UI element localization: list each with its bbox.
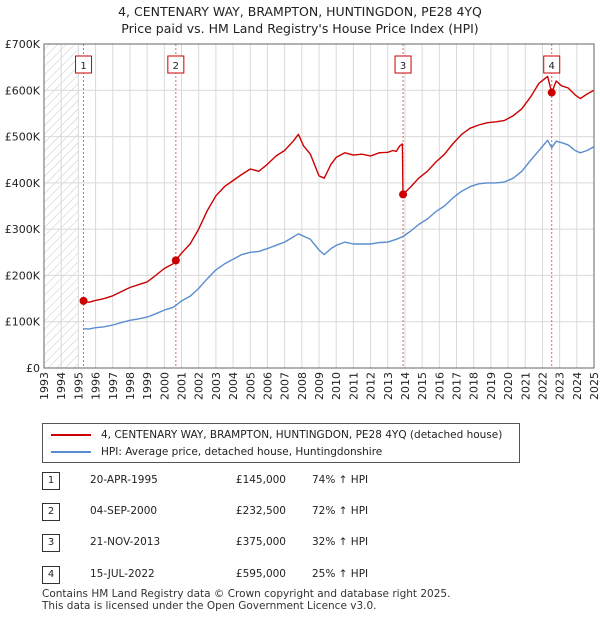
- sale-date: 04-SEP-2000: [90, 505, 158, 517]
- footer-licence: This data is licensed under the Open Gov…: [42, 600, 377, 612]
- sale-date: 20-APR-1995: [90, 474, 158, 486]
- legend-item-hpi: HPI: Average price, detached house, Hunt…: [51, 444, 382, 460]
- x-tick-label: 2017: [451, 372, 464, 400]
- sale-marker-box: [167, 55, 185, 74]
- x-tick-label: 1996: [90, 372, 103, 400]
- x-tick-label: 2021: [519, 372, 532, 400]
- sale-point: [547, 88, 556, 97]
- x-tick-label: 2005: [244, 372, 257, 400]
- legend-swatch-red: [51, 434, 91, 436]
- x-tick-label: 1995: [72, 372, 85, 400]
- chart-title: 4, CENTENARY WAY, BRAMPTON, HUNTINGDON, …: [0, 3, 600, 37]
- y-tick-label: £200K: [5, 269, 41, 282]
- x-tick-label: 2022: [536, 372, 549, 400]
- x-tick-label: 2024: [571, 372, 584, 400]
- x-tick-label: 2013: [382, 372, 395, 400]
- sale-hpi-diff: 74% ↑ HPI: [312, 474, 369, 486]
- x-tick-label: 2014: [399, 372, 412, 400]
- x-tick-label: 2000: [158, 372, 171, 400]
- x-tick-label: 2008: [296, 372, 309, 400]
- sale-price: £595,000: [235, 568, 286, 580]
- x-tick-label: 2003: [210, 372, 223, 400]
- sale-hpi-diff: 25% ↑ HPI: [312, 568, 369, 580]
- sale-point: [399, 190, 408, 199]
- y-tick-label: £500K: [5, 131, 41, 144]
- table-row: 4 15-JUL-2022 £595,000 25% ↑ HPI: [42, 566, 442, 586]
- x-tick-label: 2025: [588, 372, 600, 400]
- hpi-series-line: [83, 139, 595, 330]
- x-tick-label: 2002: [193, 372, 206, 400]
- x-tick-label: 2018: [468, 372, 481, 400]
- sale-marker-label: 3: [400, 61, 406, 72]
- sale-price: £232,500: [235, 505, 286, 517]
- sale-point: [171, 256, 180, 265]
- sale-hpi-diff: 32% ↑ HPI: [312, 536, 369, 548]
- x-tick-label: 1997: [107, 372, 120, 400]
- y-tick-label: £0: [26, 362, 40, 375]
- x-tick-label: 2019: [485, 372, 498, 400]
- x-tick-label: 2011: [347, 372, 360, 400]
- x-tick-label: 1998: [124, 372, 137, 400]
- price-chart: £0 £100K £200K £300K £400K £500K £600K £700K 199…: [5, 38, 600, 400]
- x-tick-label: 2004: [227, 372, 240, 400]
- x-tick-label: 2012: [365, 372, 378, 400]
- x-tick-label: 2007: [279, 372, 292, 400]
- table-row: 1 20-APR-1995 £145,000 74% ↑ HPI: [42, 472, 442, 492]
- legend-label-property: 4, CENTENARY WAY, BRAMPTON, HUNTINGDON, …: [101, 429, 503, 441]
- y-tick-label: £400K: [5, 177, 41, 190]
- sale-marker-box: [75, 55, 93, 74]
- sale-price: £375,000: [235, 536, 286, 548]
- x-tick-label: 1993: [38, 372, 51, 400]
- sale-date: 21-NOV-2013: [90, 536, 161, 548]
- y-tick-label: £100K: [5, 316, 41, 329]
- x-tick-label: 2020: [502, 372, 515, 400]
- x-tick-label: 1994: [55, 372, 68, 400]
- x-tick-label: 1999: [141, 372, 154, 400]
- sale-price: £145,000: [235, 474, 286, 486]
- x-tick-label: 2006: [261, 372, 274, 400]
- legend: 4, CENTENARY WAY, BRAMPTON, HUNTINGDON, …: [42, 423, 520, 463]
- footer-copyright: Contains HM Land Registry data © Crown c…: [42, 588, 451, 600]
- sale-date: 15-JUL-2022: [90, 568, 155, 580]
- sale-hpi-diff: 72% ↑ HPI: [312, 505, 369, 517]
- x-tick-label: 2016: [433, 372, 446, 400]
- y-tick-label: £700K: [5, 38, 41, 51]
- y-tick-label: £600K: [5, 84, 41, 97]
- legend-label-hpi: HPI: Average price, detached house, Hunt…: [101, 446, 383, 458]
- sale-point: [79, 296, 88, 305]
- table-row: 3 21-NOV-2013 £375,000 32% ↑ HPI: [42, 534, 442, 554]
- x-tick-label: 2015: [416, 372, 429, 400]
- sale-number-badge: 4: [42, 566, 60, 584]
- x-tick-label: 2009: [313, 372, 326, 400]
- x-tick-label: 2023: [554, 372, 567, 400]
- footer: Contains HM Land Registry data © Crown c…: [42, 588, 450, 612]
- sale-marker-label: 4: [549, 61, 555, 72]
- sale-number-badge: 1: [42, 472, 60, 490]
- plot-frame: [43, 43, 595, 369]
- sale-marker-box: [394, 55, 412, 74]
- y-tick-label: £300K: [5, 223, 41, 236]
- title-line-2: Price paid vs. HM Land Registry's House …: [121, 21, 479, 36]
- x-tick-label: 2010: [330, 372, 343, 400]
- legend-swatch-blue: [51, 451, 91, 453]
- legend-item-property: 4, CENTENARY WAY, BRAMPTON, HUNTINGDON, …: [51, 427, 502, 443]
- x-tick-label: 2001: [176, 372, 189, 400]
- sale-marker-label: 2: [173, 61, 179, 72]
- sale-number-badge: 3: [42, 534, 60, 552]
- sale-marker-box: [543, 55, 561, 74]
- sale-marker-label: 1: [80, 61, 86, 72]
- table-row: 2 04-SEP-2000 £232,500 72% ↑ HPI: [42, 503, 442, 523]
- sale-number-badge: 2: [42, 503, 60, 521]
- title-line-1: 4, CENTENARY WAY, BRAMPTON, HUNTINGDON, …: [118, 4, 482, 19]
